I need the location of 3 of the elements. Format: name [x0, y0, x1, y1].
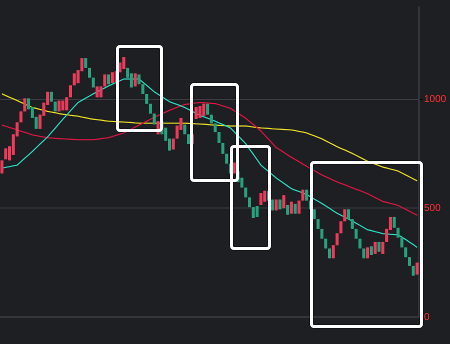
- y-tick-label: 500: [424, 202, 442, 214]
- y-tick-label: 1000: [424, 94, 447, 106]
- y-tick-label: 0: [424, 312, 430, 323]
